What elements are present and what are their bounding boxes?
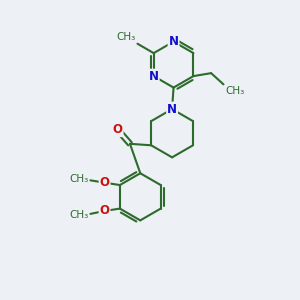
Text: CH₃: CH₃ [225, 86, 244, 96]
Text: CH₃: CH₃ [117, 32, 136, 42]
Text: O: O [100, 205, 110, 218]
Text: O: O [112, 123, 123, 136]
Text: CH₃: CH₃ [70, 174, 89, 184]
Text: CH₃: CH₃ [70, 210, 89, 220]
Text: N: N [169, 35, 178, 48]
Text: O: O [100, 176, 110, 189]
Text: N: N [167, 103, 177, 116]
Text: N: N [149, 70, 159, 83]
